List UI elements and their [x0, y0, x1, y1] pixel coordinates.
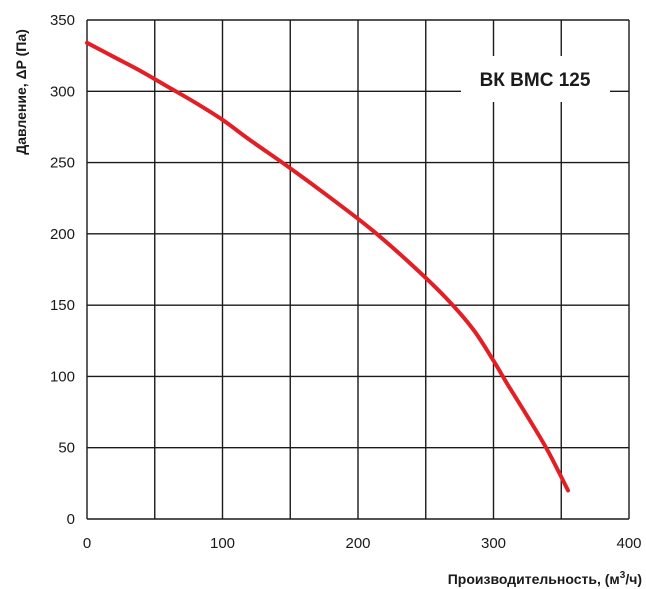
x-tick-label: 100 [210, 535, 235, 552]
x-axis-label-end: /ч) [625, 571, 642, 587]
x-axis-label: Производительность, (м3/ч) [448, 570, 642, 587]
y-tick-label: 150 [50, 297, 75, 314]
chart-title: ВК ВМС 125 [480, 70, 591, 91]
x-tick-label: 0 [83, 535, 91, 552]
y-tick-labels: 0 50 100 150 200 250 300 350 [50, 12, 75, 528]
series-line [87, 43, 568, 491]
series-group [87, 43, 568, 491]
x-axis-label-main: Производительность, (м [448, 571, 620, 587]
y-tick-label: 200 [50, 226, 75, 243]
y-tick-label: 250 [50, 155, 75, 172]
x-tick-labels: 0 100 200 300 400 [83, 535, 642, 552]
x-tick-label: 400 [616, 535, 641, 552]
y-tick-label: 300 [50, 83, 75, 100]
x-tick-label: 200 [345, 535, 370, 552]
y-tick-label: 100 [50, 368, 75, 385]
y-tick-label: 350 [50, 12, 75, 29]
x-tick-label: 300 [481, 535, 506, 552]
y-tick-label: 0 [67, 511, 75, 528]
y-axis-label: Давление, ΔP (Па) [13, 29, 29, 155]
y-tick-label: 50 [58, 440, 75, 457]
